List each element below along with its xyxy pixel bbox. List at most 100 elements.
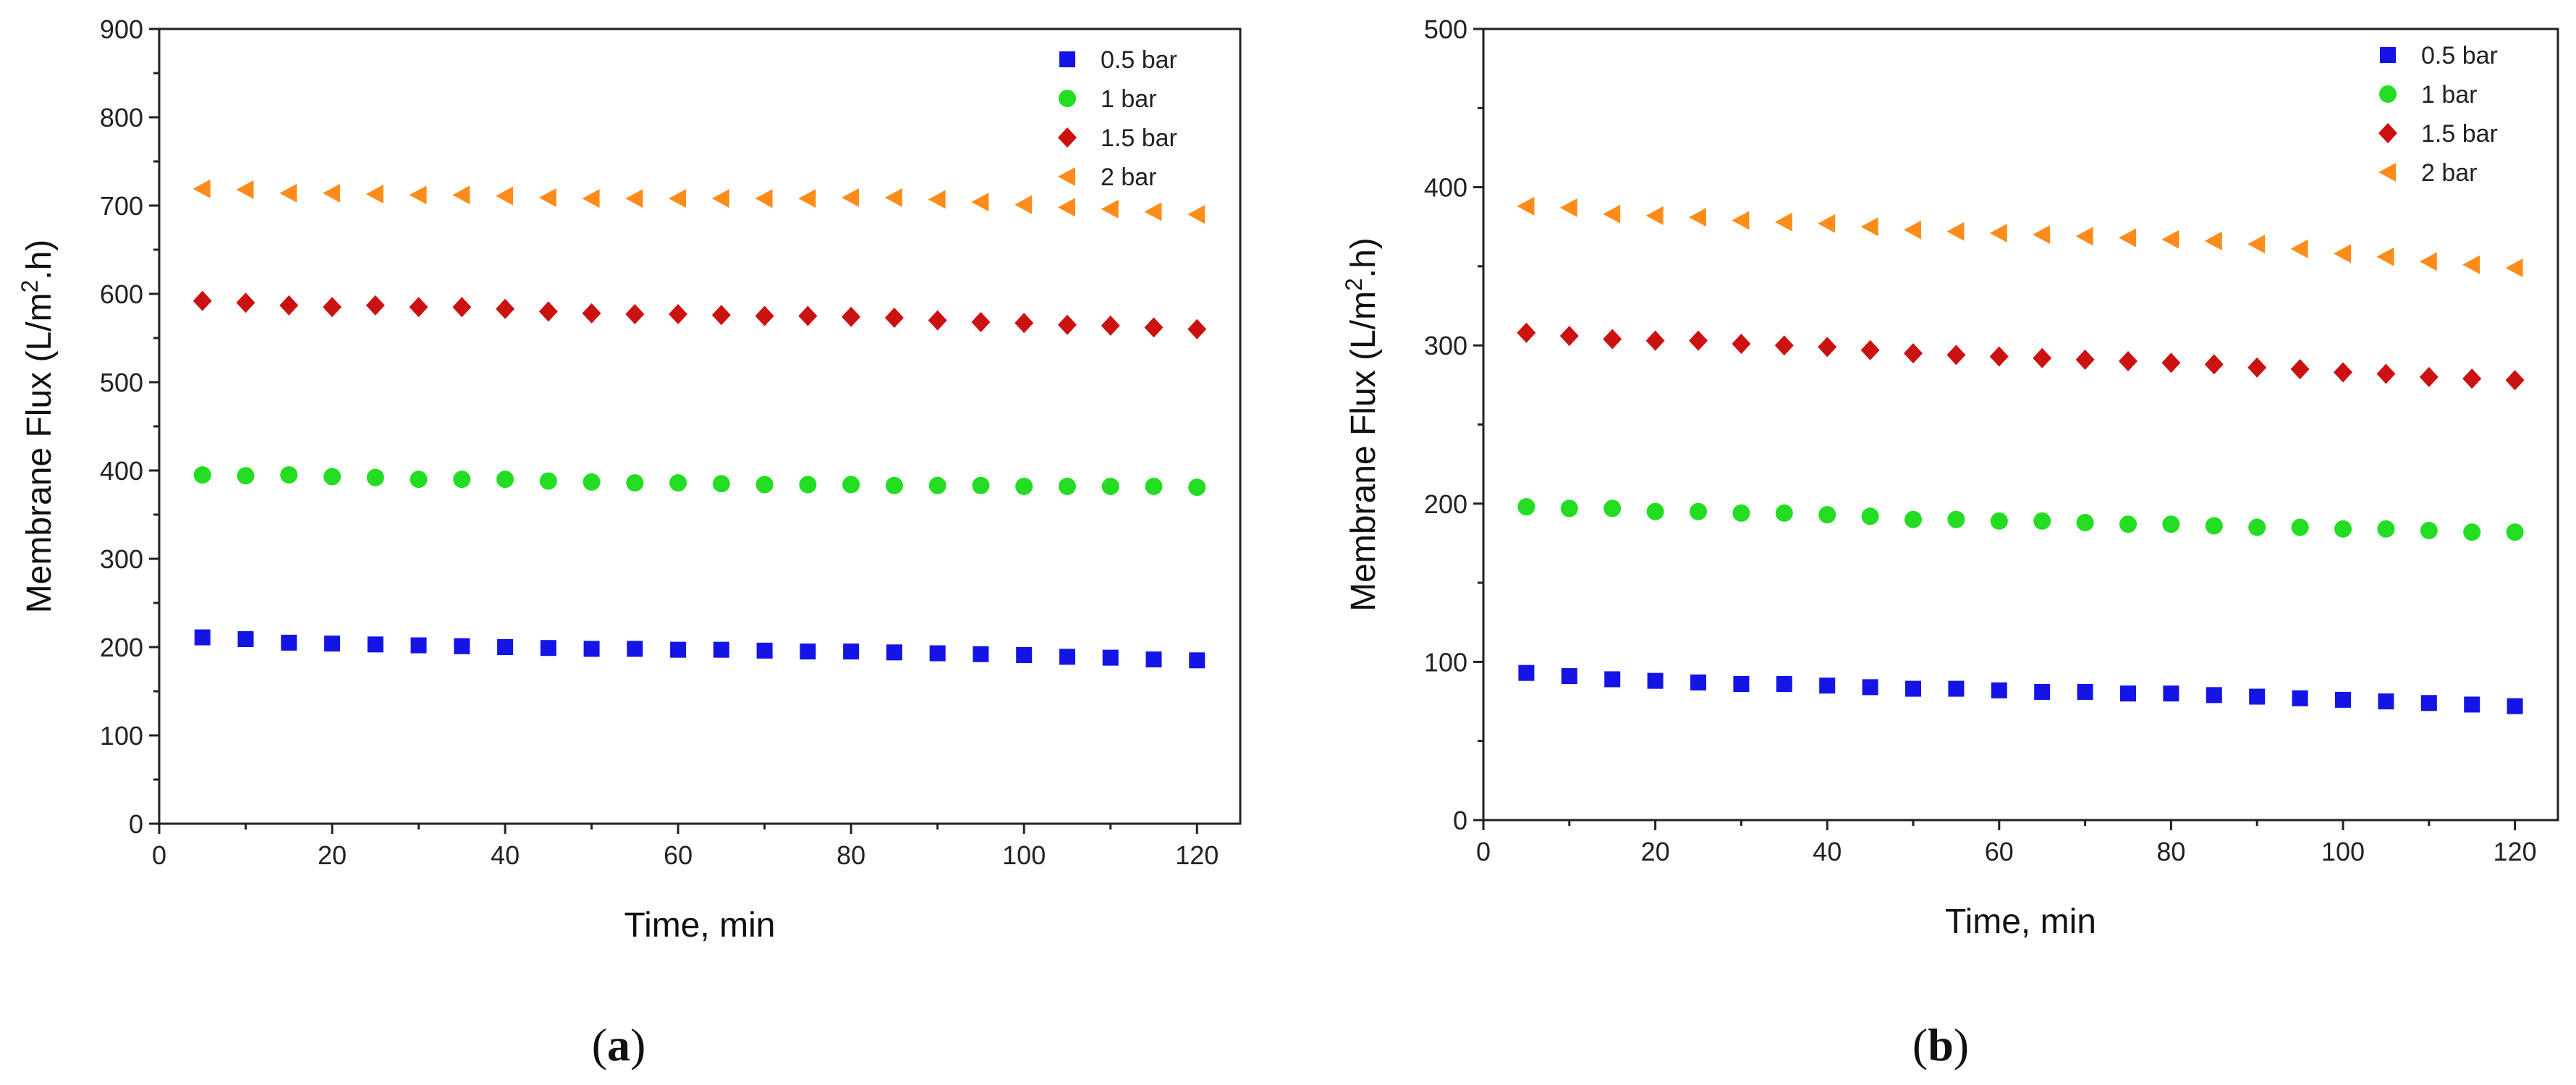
data-point [280,466,298,484]
data-point [365,295,385,316]
data-point [755,476,774,494]
data-point [538,301,558,322]
data-point [2033,347,2052,368]
data-point [1144,202,1162,221]
x-tick-label: 20 [318,840,347,870]
data-point [1518,664,1535,681]
y-tick-label: 100 [1424,647,1467,677]
data-point [582,303,601,324]
data-point [670,641,687,658]
y-tick-label: 300 [100,544,143,574]
data-point [886,644,902,661]
x-tick-label: 120 [2494,837,2537,866]
data-point [1948,680,1965,697]
y-tick-label: 300 [1424,331,1467,360]
data-point [582,473,601,491]
y-tick-label: 500 [100,368,143,397]
x-tick-label: 0 [1476,837,1491,866]
data-point [236,180,254,200]
legend-marker [1059,90,1076,107]
y-axis-title-end: .h) [20,240,59,280]
data-point [1818,337,1837,358]
y-axis-title-end: .h) [1344,237,1383,278]
data-point [711,189,729,208]
data-point [1645,330,1665,351]
data-point [2419,366,2439,387]
data-point [1774,335,1794,356]
data-point [496,186,514,206]
data-point [2334,520,2352,538]
x-tick-label: 60 [1985,837,2014,866]
data-point [2119,515,2137,533]
data-point [2161,229,2179,249]
data-point [1946,345,1966,366]
data-point [1732,334,1751,355]
data-point [2206,687,2222,704]
legend-marker [1059,51,1075,67]
data-point [538,188,556,208]
data-point [2076,514,2094,532]
data-point [972,476,990,494]
data-point [1517,196,1535,216]
data-point [409,185,427,205]
legend-marker [1058,167,1075,186]
data-point [497,639,514,655]
x-tick-label: 40 [491,840,520,870]
panel-label-open-paren: ( [1912,1019,1928,1071]
data-point [2249,688,2266,705]
data-point [193,466,211,484]
data-point [1862,679,1878,696]
data-point [2377,520,2395,538]
legend-marker [2378,123,2397,143]
y-tick-label: 900 [100,14,143,44]
data-point [1646,502,1664,520]
data-point [583,641,600,657]
data-point [323,297,342,318]
legend: 0.5 bar 1 bar 1.5 bar 2 bar [2378,42,2498,187]
x-tick-label: 0 [152,840,166,870]
data-point [627,641,643,657]
data-point [2033,512,2051,530]
data-point [1690,674,1706,691]
data-point [1188,478,1206,497]
data-point [1059,649,1075,665]
data-point [2464,696,2480,713]
y-axis-title-main: Membrane Flux (L/m [20,293,59,614]
data-point [2291,518,2309,536]
y-tick-label: 700 [100,191,143,221]
data-point [755,305,774,326]
data-point [843,643,860,660]
data-point [582,189,600,208]
data-point [2075,349,2095,370]
data-point [798,189,816,208]
x-tick-label: 40 [1813,837,1842,866]
data-point [367,636,384,653]
data-point [1560,499,1578,518]
y-tick-label: 0 [1453,806,1467,835]
data-point [1016,646,1033,663]
panel-label-close-paren: ) [630,1019,645,1071]
data-point [1989,223,2007,242]
data-point [496,298,515,319]
data-point [2119,351,2138,372]
data-point [1603,329,1622,350]
series-2-bar [1517,196,2523,278]
data-point [1774,212,1792,232]
data-point [2290,239,2308,258]
data-point [1861,507,1879,525]
data-point [2506,523,2524,541]
data-point [2204,354,2224,375]
data-point [2376,363,2396,384]
data-point [1058,477,1076,495]
data-point [365,185,384,204]
data-point [1989,346,2009,367]
data-point [1946,221,1965,241]
panel-label-close-paren: ) [1954,1019,1969,1071]
data-point [2420,695,2437,712]
data-point [1905,680,1921,697]
data-point [669,304,688,325]
data-point [2419,252,2437,271]
series-0-5-bar [1518,664,2523,714]
data-point [1818,506,1836,524]
data-point [2376,247,2394,266]
